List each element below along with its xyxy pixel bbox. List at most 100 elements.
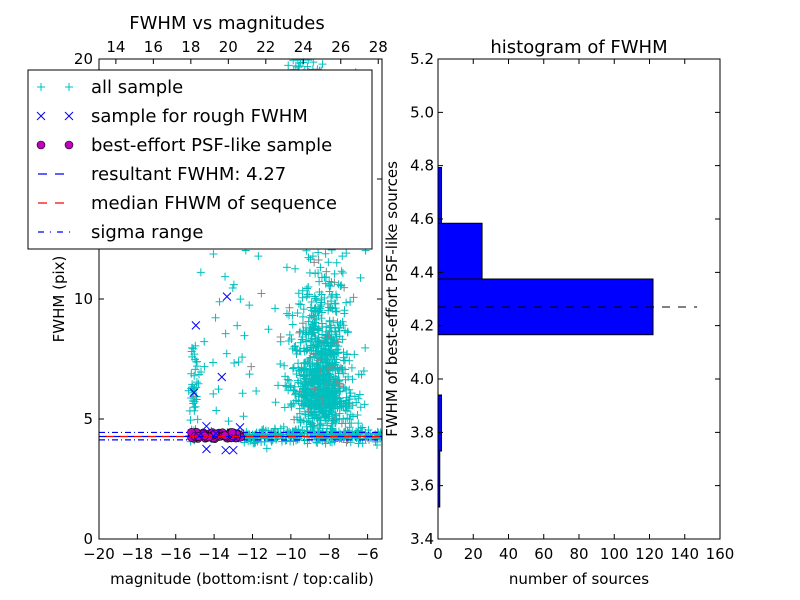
all-sample-point	[348, 401, 357, 410]
all-sample-point	[314, 248, 323, 257]
all-sample-point	[229, 280, 238, 289]
all-sample-point	[328, 384, 337, 393]
x-tick-label: 160	[706, 545, 735, 563]
all-sample-point	[298, 286, 307, 295]
y-tick-label: 4.8	[410, 157, 434, 175]
all-sample-point	[315, 277, 324, 286]
top-x-tick-label: 26	[331, 38, 350, 56]
all-sample-point	[245, 370, 254, 379]
all-sample-point	[327, 402, 336, 411]
all-sample-point	[209, 250, 218, 259]
all-sample-point	[308, 380, 317, 389]
all-sample-point	[321, 249, 330, 258]
all-sample-point	[306, 324, 315, 333]
rough-sample-point	[189, 388, 199, 397]
all-sample-point	[212, 406, 221, 415]
all-sample-point	[239, 412, 248, 421]
chart-title: FWHM vs magnitudes	[129, 13, 324, 34]
scatter-points	[99, 59, 382, 455]
all-sample-point	[313, 431, 322, 440]
all-sample-point	[306, 303, 315, 312]
all-sample-point	[276, 360, 285, 369]
all-sample-point	[301, 328, 310, 337]
y-tick-label: 10	[74, 290, 93, 308]
all-sample-point	[335, 323, 344, 332]
all-sample-point	[324, 331, 333, 340]
all-sample-point	[322, 333, 331, 342]
all-sample-point	[299, 305, 308, 314]
all-sample-point	[294, 299, 303, 308]
all-sample-point	[327, 278, 336, 287]
all-sample-point	[305, 313, 314, 322]
all-sample-point	[288, 364, 297, 373]
all-sample-point	[314, 336, 323, 345]
all-sample-point	[261, 434, 270, 443]
all-sample-point	[330, 269, 339, 278]
y-tick-label: 5.0	[410, 103, 434, 121]
all-sample-point	[280, 403, 289, 412]
all-sample-point	[304, 317, 313, 326]
all-sample-point	[254, 252, 263, 261]
legend-label: resultant FWHM: 4.27	[91, 164, 286, 185]
all-sample-point	[350, 350, 359, 359]
all-sample-point	[215, 297, 224, 306]
all-sample-point	[308, 252, 317, 261]
all-sample-point	[311, 304, 320, 313]
all-sample-point	[341, 419, 350, 428]
rough-sample-point	[217, 372, 227, 382]
all-sample-point	[332, 393, 341, 402]
all-sample-point	[330, 299, 339, 308]
all-sample-point	[286, 437, 295, 446]
rough-sample-point	[228, 445, 238, 455]
all-sample-point	[304, 59, 313, 65]
psf-sample-point	[220, 431, 230, 440]
all-sample-point	[333, 365, 342, 374]
all-sample-point	[284, 376, 293, 385]
all-sample-point	[298, 293, 307, 302]
all-sample-point	[321, 393, 330, 402]
all-sample-point	[303, 427, 312, 436]
all-sample-point	[317, 273, 326, 282]
all-sample-point	[318, 437, 327, 446]
all-sample-point	[298, 312, 307, 321]
all-sample-point	[291, 264, 300, 273]
x-tick-label: 140	[670, 545, 699, 563]
rough-sample-point	[222, 292, 232, 301]
all-sample-point	[317, 388, 326, 397]
all-sample-point	[297, 399, 306, 408]
all-sample-point	[221, 272, 230, 281]
all-sample-point	[329, 350, 338, 359]
all-sample-point	[313, 307, 322, 316]
all-sample-point	[285, 303, 294, 312]
all-sample-point	[257, 289, 266, 298]
x-tick-label: −12	[237, 545, 269, 563]
all-sample-point	[285, 330, 294, 339]
all-sample-point	[252, 387, 261, 396]
all-sample-point	[295, 404, 304, 413]
all-sample-point	[343, 407, 352, 416]
circle-marker-icon	[36, 140, 46, 150]
all-sample-point	[209, 389, 218, 398]
all-sample-point	[334, 280, 343, 289]
all-sample-point	[308, 370, 317, 379]
chart-title: histogram of FWHM	[490, 37, 667, 58]
all-sample-point	[313, 362, 322, 371]
legend-item: best-effort PSF-like sample	[36, 135, 332, 156]
all-sample-point	[191, 365, 200, 374]
all-sample-point	[325, 287, 334, 296]
all-sample-point	[317, 319, 326, 328]
all-sample-point	[337, 402, 346, 411]
all-sample-point	[314, 269, 323, 278]
all-sample-point	[298, 382, 307, 391]
x-tick-label: 20	[464, 545, 483, 563]
all-sample-point	[343, 327, 352, 336]
rough-sample-point	[191, 321, 201, 330]
all-sample-point	[291, 342, 300, 351]
top-x-tick-label: 22	[256, 38, 275, 56]
all-sample-point	[337, 267, 346, 276]
all-sample-point	[332, 355, 341, 364]
all-sample-point	[318, 350, 327, 359]
all-sample-point	[309, 312, 318, 321]
all-sample-point	[323, 361, 332, 370]
all-sample-point	[347, 363, 356, 372]
